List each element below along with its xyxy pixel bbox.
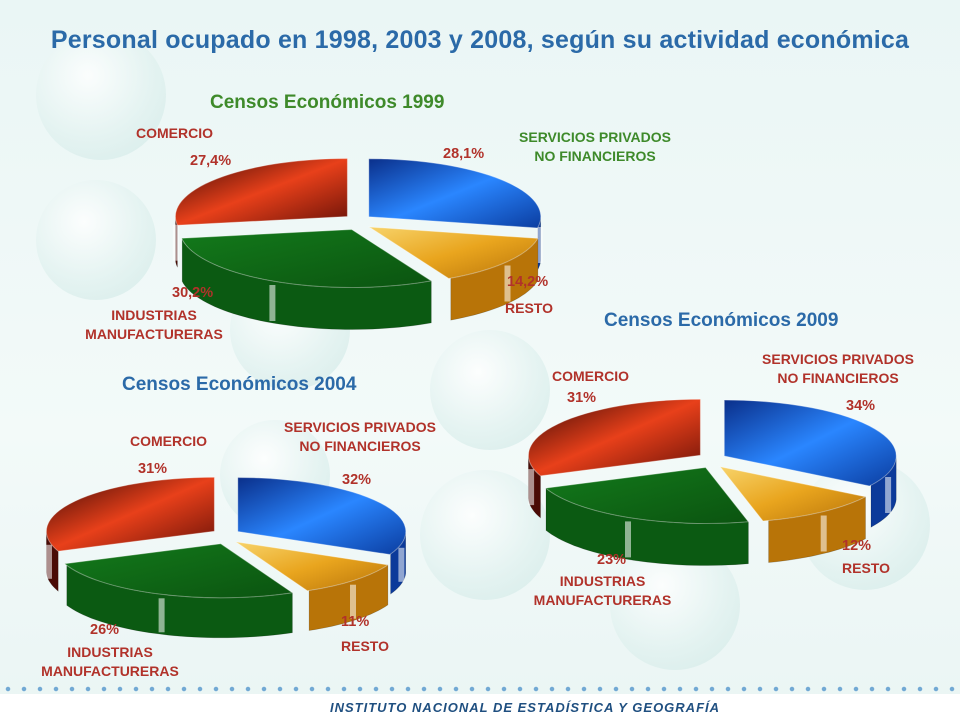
pct-services-2009: 34% (846, 398, 876, 414)
label-services-1999-line2: NO FINANCIEROS (534, 148, 656, 164)
pct-resto-2004: 11% (341, 614, 370, 630)
pie-2004 (45, 476, 407, 639)
pie-rim-highlight (398, 547, 405, 582)
pie-rim-highlight (46, 544, 52, 579)
pie-rim-highlight (536, 227, 543, 263)
chart-title-2004: Censos Económicos 2004 (122, 374, 357, 395)
pie-rim-highlight (172, 224, 179, 261)
pie-rim-highlight (625, 521, 631, 558)
page-title: Personal ocupado en 1998, 2003 y 2008, s… (50, 26, 910, 54)
label-commerce-2004: COMERCIO (130, 433, 207, 449)
pie-side-resto (308, 564, 389, 631)
pct-commerce-1999: 27,4% (190, 153, 232, 169)
pct-industry-2004: 26% (90, 622, 120, 638)
label-services-1999-line1: SERVICIOS PRIVADOS (519, 129, 671, 145)
pie-slice-industry (63, 543, 294, 599)
label-industry-2009-line1: INDUSTRIAS (559, 573, 646, 589)
footer-institution: INSTITUTO NACIONAL DE ESTADÍSTICA Y GEOG… (330, 700, 721, 715)
label-commerce-1999: COMERCIO (136, 125, 213, 141)
pie-slice-industry (180, 228, 433, 288)
pie-rim-highlight (158, 598, 165, 633)
background-bubble (36, 30, 166, 160)
pie-2009 (527, 398, 897, 566)
label-commerce-2009: COMERCIO (552, 368, 629, 384)
label-services-2004: SERVICIOS PRIVADOS NO FINANCIEROS (270, 418, 450, 456)
pct-services-1999: 28,1% (443, 146, 485, 162)
label-industry-2004-line1: INDUSTRIAS (67, 644, 153, 660)
label-industry-1999-line1: INDUSTRIAS (111, 307, 197, 323)
pie-rim-highlight (350, 584, 356, 619)
pie-1999 (172, 157, 543, 330)
label-services-2004-line1: SERVICIOS PRIVADOS (284, 419, 436, 435)
label-resto-2004: RESTO (341, 638, 389, 654)
background-bubble (430, 330, 550, 450)
pct-commerce-2004: 31% (138, 461, 168, 477)
pie-slice-commerce (174, 157, 348, 226)
pie-slice-resto (367, 226, 539, 280)
label-industry-2004: INDUSTRIAS MANUFACTURERAS (30, 643, 190, 681)
pie-side-industry (181, 238, 432, 330)
label-resto-1999: RESTO (505, 300, 553, 316)
label-services-2004-line2: NO FINANCIEROS (299, 438, 421, 454)
pie-slice-services (368, 158, 542, 229)
label-industry-2009: INDUSTRIAS MANUFACTURERAS (520, 572, 685, 610)
footer-bar (0, 694, 960, 720)
pie-slice-commerce (45, 476, 215, 552)
pie-slice-services (723, 399, 897, 487)
label-services-1999: SERVICIOS PRIVADOS NO FINANCIEROS (505, 128, 685, 166)
pie-rim-highlight (504, 265, 511, 302)
pct-resto-2009: 12% (842, 538, 872, 554)
pie-slice-industry (544, 466, 750, 524)
pct-commerce-2009: 31% (567, 390, 597, 406)
background-bubble (36, 180, 156, 300)
label-industry-1999-line2: MANUFACTURERAS (85, 326, 223, 342)
label-services-2009-line1: SERVICIOS PRIVADOS (762, 351, 914, 367)
pie-slice-resto (718, 466, 867, 522)
pie-slice-resto (235, 541, 390, 592)
label-industry-1999: INDUSTRIAS MANUFACTURERAS (74, 306, 234, 344)
pie-rim-highlight (820, 515, 827, 552)
pct-services-2004: 32% (342, 472, 372, 488)
label-resto-2009: RESTO (842, 560, 890, 576)
pie-rim-highlight (269, 285, 276, 321)
pct-resto-1999: 14,2% (507, 274, 549, 290)
label-services-2009: SERVICIOS PRIVADOS NO FINANCIEROS (748, 350, 928, 388)
pct-industry-2009: 23% (597, 552, 627, 568)
pie-slice-services (237, 476, 407, 556)
pie-slice-commerce (527, 398, 701, 477)
pct-industry-1999: 30,2% (172, 285, 214, 301)
label-industry-2004-line2: MANUFACTURERAS (41, 663, 179, 679)
chart-title-1999: Censos Económicos 1999 (210, 92, 445, 113)
chart-title-2009: Censos Económicos 2009 (604, 310, 839, 331)
pie-rim-highlight (885, 477, 892, 513)
label-industry-2009-line2: MANUFACTURERAS (533, 592, 672, 608)
pie-rim-highlight (528, 469, 535, 506)
label-services-2009-line2: NO FINANCIEROS (777, 370, 899, 386)
footer-dotted-divider (0, 684, 960, 694)
pie-side-resto (768, 496, 866, 563)
